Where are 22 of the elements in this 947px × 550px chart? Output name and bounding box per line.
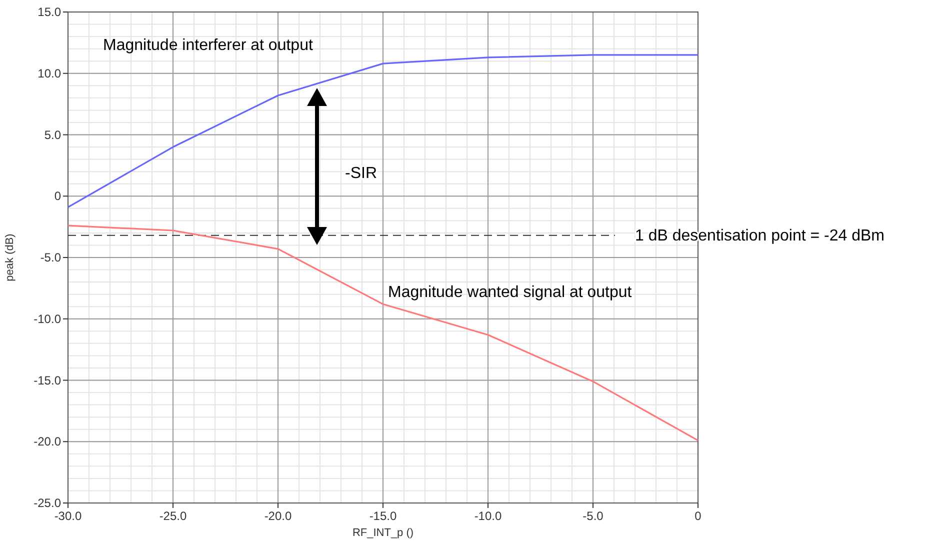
series-label: Magnitude wanted signal at output [388,284,632,301]
x-tick-label: 0 [694,509,702,523]
y-tick-label: -20.0 [34,434,62,449]
y-axis-title: peak (dB) [4,234,16,282]
y-tick-label: -10.0 [34,312,62,326]
series-label: Magnitude interferer at output [103,37,314,54]
x-axis-title: RF_INT_p () [352,527,414,539]
y-tick-label: 10.0 [38,66,62,80]
x-tick-label: -30.0 [54,509,82,523]
x-tick-label: -5.0 [582,509,604,523]
x-tick-label: -10.0 [474,509,502,523]
y-tick-label: -15.0 [34,373,62,388]
y-tick-label: 15.0 [38,5,62,19]
y-tick-label: -5.0 [40,250,62,264]
x-tick-label: -20.0 [264,509,292,523]
line-series [67,54,699,208]
annotation: -SIR [345,165,377,182]
y-tick-label: 5.0 [44,128,62,142]
x-tick-label: -15.0 [369,509,397,523]
x-tick-label: -25.0 [159,509,187,523]
y-tick-label: 0 [54,189,62,204]
y-tick-label: -25.0 [34,496,62,510]
